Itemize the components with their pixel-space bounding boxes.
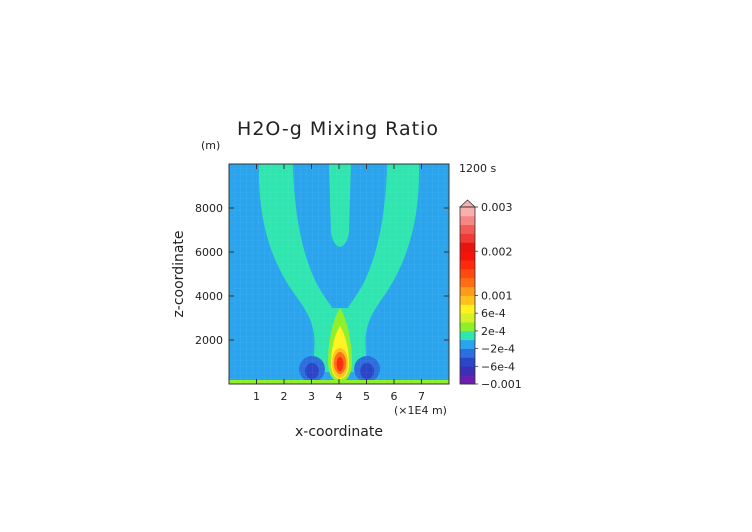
colorbar-tick-label: 2e-4 [481,325,506,338]
colorbar-segment [460,357,475,367]
colorbar-segment [460,295,475,305]
colorbar-segment [460,330,475,341]
colorbar-segment [460,215,475,226]
colorbar-segment [460,224,475,234]
y-axis-label: z-coordinate [171,230,187,317]
y-unit-label: (m) [201,139,220,152]
x-tick-label: 5 [363,390,370,403]
plot-area [229,164,449,384]
colorbar-segment [460,375,475,385]
colorbar-tick-label: 0.003 [481,201,513,214]
colorbar-segment [460,277,475,288]
y-tick-label: 4000 [195,290,223,303]
colorbar-segment [460,304,475,314]
colorbar-tick-label: 6e-4 [481,307,506,320]
x-tick-label: 3 [308,390,315,403]
colorbar-segment [460,268,475,279]
time-label: 1200 s [459,162,496,175]
colorbar-segment [460,313,475,323]
chart-title: H2O-g Mixing Ratio [237,118,439,140]
grid-overlay [229,164,449,384]
x-tick-label: 6 [391,390,398,403]
colorbar-segment [460,233,475,243]
y-axis: 2000 4000 6000 8000 [195,202,449,347]
colorbar-segment [460,251,475,261]
y-tick-label: 2000 [195,334,223,347]
colorbar: 0.003 0.002 0.001 6e-4 2e-4 −2e-4 −6e-4 −0.001 [458,199,522,391]
colorbar-segment [460,348,475,358]
x-tick-label: 4 [336,390,343,403]
x-tick-label: 2 [281,390,288,403]
colorbar-segment [460,260,475,270]
colorbar-tick-label: −6e-4 [481,360,515,373]
colorbar-segment [460,242,475,252]
colorbar-segment [460,207,475,217]
colorbar-segment [460,322,475,332]
y-tick-label: 8000 [195,202,223,215]
x-tick-label: 1 [253,390,260,403]
colorbar-segment [460,286,475,296]
colorbar-tick-label: 0.001 [481,290,513,303]
x-tick-label: 7 [418,390,425,403]
x-axis-label: x-coordinate [295,424,383,440]
colorbar-segment [460,366,475,376]
colorbar-tick-label: 0.002 [481,245,513,258]
colorbar-tick-label: −2e-4 [481,343,515,356]
colorbar-tick-label: −0.001 [481,378,522,391]
x-axis: 1 2 3 4 5 6 7 [253,164,425,403]
colorbar-segment [460,339,475,349]
y-tick-label: 6000 [195,246,223,259]
x-unit-label: (×1E4 m) [394,404,447,417]
colorbar-extend-arrow [458,199,477,208]
